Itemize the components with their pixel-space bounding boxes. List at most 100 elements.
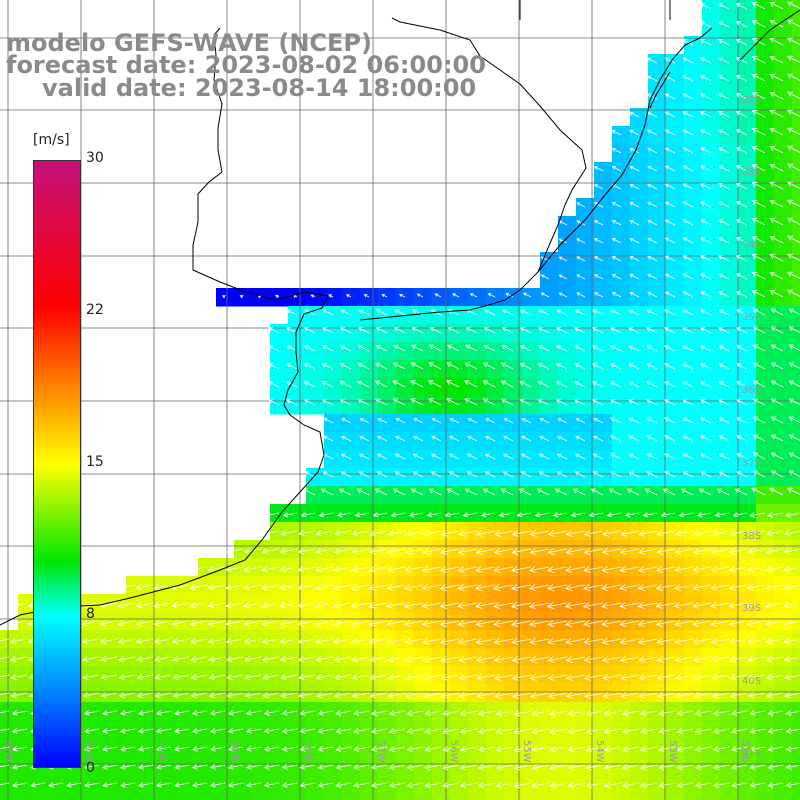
wind-cell — [666, 594, 685, 613]
wind-cell — [738, 612, 757, 631]
wind-arrow — [658, 782, 676, 789]
wind-cell — [558, 648, 577, 667]
wind-arrow — [539, 435, 550, 442]
wind-arrow — [606, 512, 622, 518]
wind-cell — [252, 684, 271, 703]
wind-arrow — [375, 362, 388, 370]
wind-arrow — [226, 674, 244, 681]
wind-arrow — [769, 1, 784, 10]
wind-cell — [792, 54, 800, 73]
wind-cell — [432, 666, 451, 685]
wind-arrow — [505, 292, 514, 298]
wind-cell — [792, 18, 800, 37]
wind-cell — [702, 90, 721, 109]
wind-cell — [486, 630, 505, 649]
wind-arrow — [286, 399, 298, 406]
wind-cell — [648, 72, 667, 91]
wind-cell — [684, 144, 703, 163]
wind-cell — [288, 630, 307, 649]
wind-arrow — [190, 656, 208, 663]
wind-cell — [612, 612, 631, 631]
wind-cell — [288, 612, 307, 631]
wind-cell — [144, 612, 163, 631]
wind-cell — [720, 270, 739, 289]
wind-cell — [792, 756, 800, 775]
wind-arrow — [357, 398, 370, 406]
wind-cell — [450, 522, 469, 541]
wind-cell — [720, 576, 739, 595]
wind-cell — [702, 180, 721, 199]
wind-cell — [342, 738, 361, 757]
wind-cell — [666, 360, 685, 379]
wind-arrow — [718, 327, 730, 334]
wind-arrow — [304, 345, 316, 352]
wind-arrow — [629, 183, 640, 190]
wind-arrow — [350, 620, 370, 627]
wind-arrow — [646, 453, 658, 460]
wind-arrow — [710, 638, 730, 645]
wind-cell — [522, 540, 541, 559]
wind-arrow — [493, 656, 514, 663]
wind-cell — [432, 414, 451, 433]
wind-cell — [450, 432, 469, 451]
wind-arrow — [339, 363, 352, 370]
wind-cell — [468, 756, 487, 775]
wind-cell — [774, 414, 793, 433]
wind-cell — [378, 738, 397, 757]
wind-cell — [486, 468, 505, 487]
wind-cell — [198, 774, 217, 793]
wind-cell — [612, 450, 631, 469]
wind-cell — [738, 36, 757, 55]
wind-cell — [756, 126, 775, 145]
wind-cell — [684, 270, 703, 289]
wind-cell — [576, 468, 595, 487]
wind-cell — [306, 702, 325, 721]
wind-arrow — [192, 764, 208, 770]
wind-cell — [468, 612, 487, 631]
wind-cell — [468, 774, 487, 793]
wind-cell — [792, 594, 800, 613]
wind-cell — [162, 594, 181, 613]
wind-arrow — [583, 620, 604, 628]
wind-cell — [792, 432, 800, 451]
wind-cell — [702, 756, 721, 775]
wind-cell — [684, 540, 703, 559]
wind-arrow — [299, 710, 316, 716]
wind-cell — [414, 612, 433, 631]
wind-cell — [432, 432, 451, 451]
wind-arrow — [664, 219, 676, 226]
wind-cell — [576, 774, 595, 793]
wind-arrow — [656, 692, 676, 699]
wind-cell — [792, 684, 800, 703]
wind-cell — [630, 450, 649, 469]
wind-arrow — [574, 327, 586, 334]
wind-cell — [468, 648, 487, 667]
wind-cell — [414, 666, 433, 685]
wind-arrow — [717, 57, 730, 64]
wind-arrow — [431, 435, 442, 442]
wind-cell — [468, 288, 487, 307]
wind-arrow — [646, 93, 658, 100]
wind-arrow — [735, 273, 748, 280]
wind-cell — [684, 450, 703, 469]
wind-cell — [306, 522, 325, 541]
wind-arrow — [448, 309, 460, 316]
coastline-uruguay — [359, 17, 587, 321]
wind-arrow — [371, 728, 388, 734]
wind-arrow — [322, 327, 334, 334]
wind-arrow — [189, 566, 208, 573]
wind-arrow — [374, 398, 388, 406]
wind-arrow — [353, 782, 370, 788]
wind-cell — [648, 306, 667, 325]
wind-cell — [720, 702, 739, 721]
wind-arrow — [682, 471, 694, 478]
wind-arrow — [299, 764, 316, 770]
wind-arrow — [592, 471, 604, 478]
wind-arrow — [583, 548, 604, 555]
wind-cell — [234, 684, 253, 703]
wind-arrow — [225, 620, 244, 627]
wind-cell — [234, 648, 253, 667]
wind-cell — [792, 702, 800, 721]
wind-arrow — [676, 746, 694, 753]
wind-arrow — [376, 453, 388, 460]
